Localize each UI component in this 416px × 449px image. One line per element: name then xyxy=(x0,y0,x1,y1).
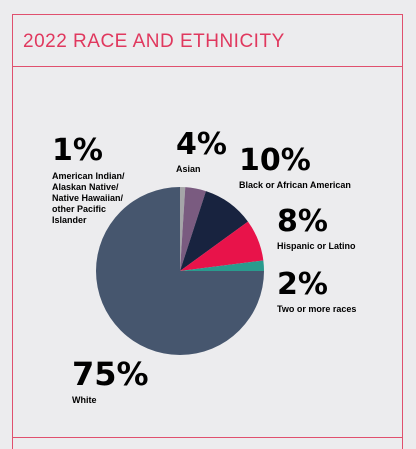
label-asian: 4% Asian xyxy=(176,130,227,175)
chart-title: 2022 RACE AND ETHNICITY xyxy=(23,31,285,52)
pie-slice-native xyxy=(180,187,186,271)
pie-slice-asian xyxy=(180,187,206,271)
pct-native: 1% xyxy=(52,133,103,168)
cat-native-line-4: other Pacific xyxy=(52,204,107,214)
pie-slice-two xyxy=(180,260,264,271)
pie-slice-hispanic xyxy=(180,221,264,271)
title-divider xyxy=(12,66,403,67)
pie-slice-black xyxy=(180,191,248,271)
cat-native-line-2: Alaskan Native/ xyxy=(52,182,119,192)
frame-top-border xyxy=(12,14,403,15)
label-white: 75% White xyxy=(72,358,149,406)
label-native: 1% American Indian/ Alaskan Native/ Nati… xyxy=(52,136,125,226)
cat-two: Two or more races xyxy=(277,304,357,314)
label-black: 10% Black or African American xyxy=(239,146,351,191)
frame-right-border xyxy=(402,14,403,449)
cat-asian: Asian xyxy=(176,164,201,174)
cat-native-line-1: American Indian/ xyxy=(52,171,125,181)
pct-asian: 4% xyxy=(176,127,227,162)
pct-hispanic: 8% xyxy=(277,204,328,239)
frame-left-border xyxy=(12,14,13,449)
pie-slice-white xyxy=(96,187,264,355)
label-hispanic: 8% Hispanic or Latino xyxy=(277,207,356,252)
label-two: 2% Two or more races xyxy=(277,270,356,315)
cat-black: Black or African American xyxy=(239,180,351,190)
cat-hispanic: Hispanic or Latino xyxy=(277,241,356,251)
cat-native-line-3: Native Hawaiian/ xyxy=(52,193,124,203)
pct-black: 10% xyxy=(239,143,311,178)
frame-bottom-border xyxy=(12,437,403,438)
cat-native-line-5: Islander xyxy=(52,215,87,225)
pct-two: 2% xyxy=(277,267,328,302)
cat-white: White xyxy=(72,395,97,405)
pct-white: 75% xyxy=(72,355,149,393)
